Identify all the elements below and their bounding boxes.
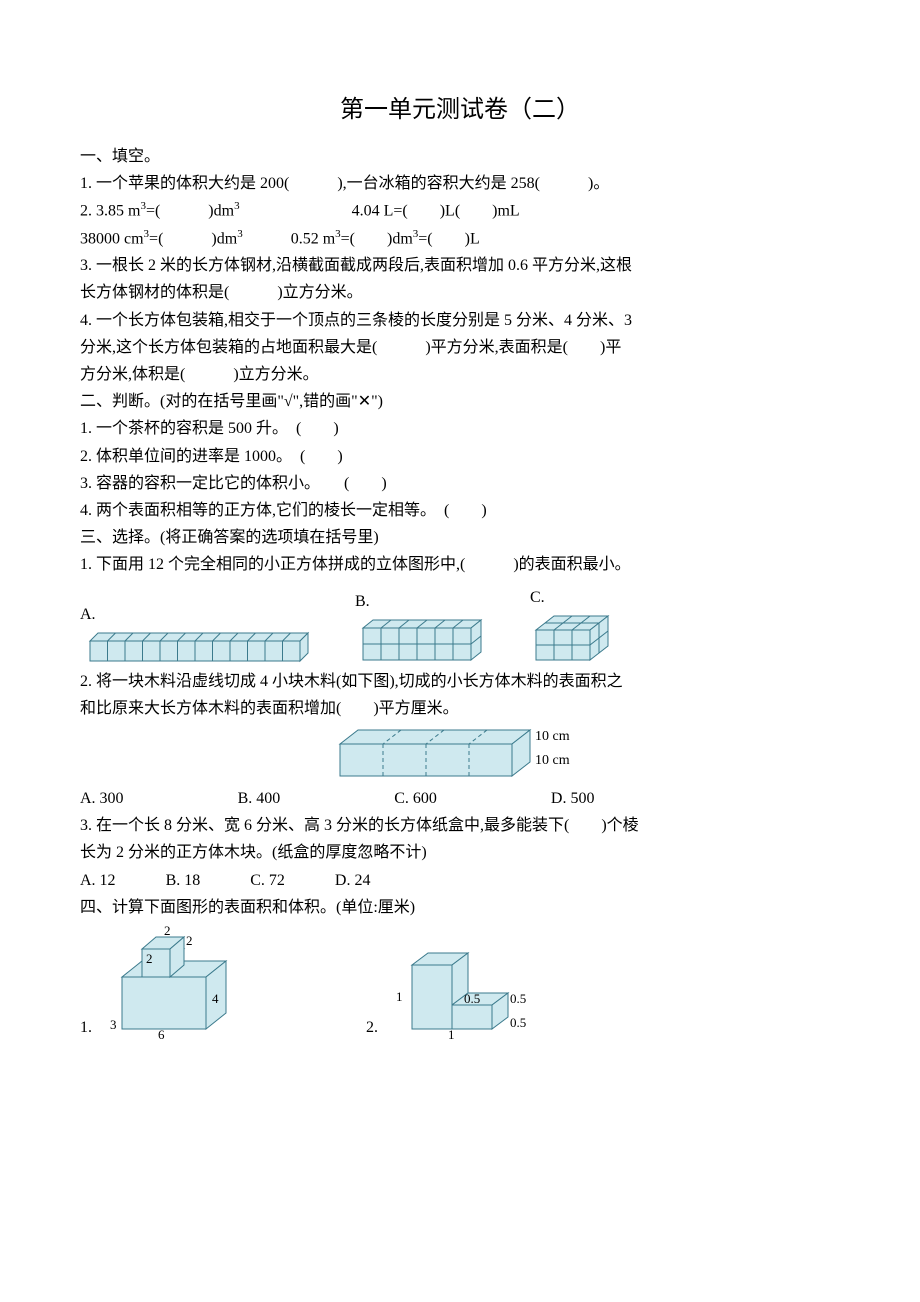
label-c: C. (530, 589, 545, 606)
opt3-b: B. 18 (166, 872, 201, 889)
d2-05b: 0.5 (510, 991, 526, 1006)
sec3-q3b: 长为 2 分米的正方体木块。(纸盒的厚度忽略不计) (80, 839, 840, 866)
sec1-q4a: 4. 一个长方体包装箱,相交于一个顶点的三条棱的长度分别是 5 分米、4 分米、… (80, 307, 840, 334)
q2b-mid: =( )dm (149, 230, 237, 247)
option-c: C. (530, 584, 625, 663)
d2-1b: 1 (448, 1027, 455, 1041)
step-solid-icon: 1 0.5 0.5 0.5 1 (382, 941, 552, 1041)
q2a-mid: =( )dm (146, 203, 234, 220)
page-title: 第一单元测试卷（二） (80, 90, 840, 131)
d-2c: 2 (146, 951, 153, 966)
d-3: 3 (110, 1017, 117, 1032)
sec1-q4c: 方分米,体积是( )立方分米。 (80, 361, 840, 388)
opt-c: C. 600 (394, 790, 437, 807)
sec4-heading: 四、计算下面图形的表面积和体积。(单位:厘米) (80, 894, 840, 921)
d-2b: 2 (186, 933, 193, 948)
sec3-q2-figure: 10 cm 10 cm (80, 726, 840, 781)
d-6: 6 (158, 1027, 165, 1041)
sec1-q1: 1. 一个苹果的体积大约是 200( ),一台冰箱的容积大约是 258( )。 (80, 170, 840, 197)
opt-d: D. 500 (551, 790, 595, 807)
sec1-q2-line1: 2. 3.85 m3=( )dm3 4.04 L=( )L( )mL (80, 197, 840, 225)
sec1-q3b: 长方体钢材的体积是( )立方分米。 (80, 279, 840, 306)
cut-cuboid-icon: 10 cm 10 cm (330, 726, 590, 781)
d2-1a: 1 (396, 989, 403, 1004)
opt3-d: D. 24 (335, 872, 371, 889)
q2b-mid3: =( )L (418, 230, 479, 247)
sec4-figures: 1. (80, 921, 840, 1041)
q2b-pre: 38000 cm (80, 230, 144, 247)
option-b: B. (355, 588, 490, 663)
sec3-q2a: 2. 将一块木料沿虚线切成 4 小块木料(如下图),切成的小长方体木料的表面积之 (80, 668, 840, 695)
sec2-heading: 二、判断。(对的在括号里画"√",错的画"✕") (80, 388, 840, 415)
d-2a: 2 (164, 923, 171, 938)
sec2-q1: 1. 一个茶杯的容积是 500 升。 ( ) (80, 415, 840, 442)
cuboid-12x1-icon (80, 629, 315, 664)
dim-10cm-b: 10 cm (535, 753, 570, 768)
opt3-a: A. 12 (80, 872, 116, 889)
sec2-q2: 2. 体积单位间的进率是 1000。 ( ) (80, 443, 840, 470)
d2-05c: 0.5 (510, 1015, 526, 1030)
q2a-gap: 4.04 L=( )L( )mL (240, 203, 520, 220)
opt-b: B. 400 (238, 790, 281, 807)
sec1-q3a: 3. 一根长 2 米的长方体钢材,沿横截面截成两段后,表面积增加 0.6 平方分… (80, 252, 840, 279)
label-b: B. (355, 593, 370, 610)
sec4-fig1: 1. (80, 921, 256, 1041)
sec3-q2b: 和比原来大长方体木料的表面积增加( )平方厘米。 (80, 695, 840, 722)
sec3-q3-opts: A. 12 B. 18 C. 72 D. 24 (80, 867, 840, 894)
option-a: A. (80, 601, 315, 663)
sec3-q1-options: A. B. (80, 584, 840, 663)
d2-05a: 0.5 (464, 991, 480, 1006)
q2b-mid2: =( )dm (341, 230, 413, 247)
sec3-heading: 三、选择。(将正确答案的选项填在括号里) (80, 524, 840, 551)
q2a-pre: 2. 3.85 m (80, 203, 140, 220)
opt3-c: C. 72 (250, 872, 285, 889)
sec2-q3: 3. 容器的容积一定比它的体积小。 ( ) (80, 470, 840, 497)
sec4-fig2: 2. 1 0.5 0.5 0.5 1 (366, 941, 552, 1041)
opt-a: A. 300 (80, 790, 124, 807)
sec3-q2-opts: A. 300 B. 400 C. 600 D. 500 (80, 785, 840, 812)
sec1-q2-line2: 38000 cm3=( )dm3 0.52 m3=( )dm3=( )L (80, 225, 840, 253)
sec3-q3a: 3. 在一个长 8 分米、宽 6 分米、高 3 分米的长方体纸盒中,最多能装下(… (80, 812, 840, 839)
fig1-num: 1. (80, 1014, 92, 1041)
sec1-heading: 一、填空。 (80, 143, 840, 170)
sec1-q4b: 分米,这个长方体包装箱的占地面积最大是( )平方分米,表面积是( )平 (80, 334, 840, 361)
sec3-q1: 1. 下面用 12 个完全相同的小正方体拼成的立体图形中,( )的表面积最小。 (80, 551, 840, 578)
q2b-gap: 0.52 m (243, 230, 335, 247)
dim-10cm-a: 10 cm (535, 729, 570, 744)
l-solid-icon: 2 2 2 4 3 6 (96, 921, 256, 1041)
cuboid-3x2x2-icon (530, 612, 625, 664)
d-4: 4 (212, 991, 219, 1006)
sec2-q4: 4. 两个表面积相等的正方体,它们的棱长一定相等。 ( ) (80, 497, 840, 524)
fig2-num: 2. (366, 1014, 378, 1041)
label-a: A. (80, 606, 96, 623)
cuboid-6x2-icon (355, 616, 490, 664)
